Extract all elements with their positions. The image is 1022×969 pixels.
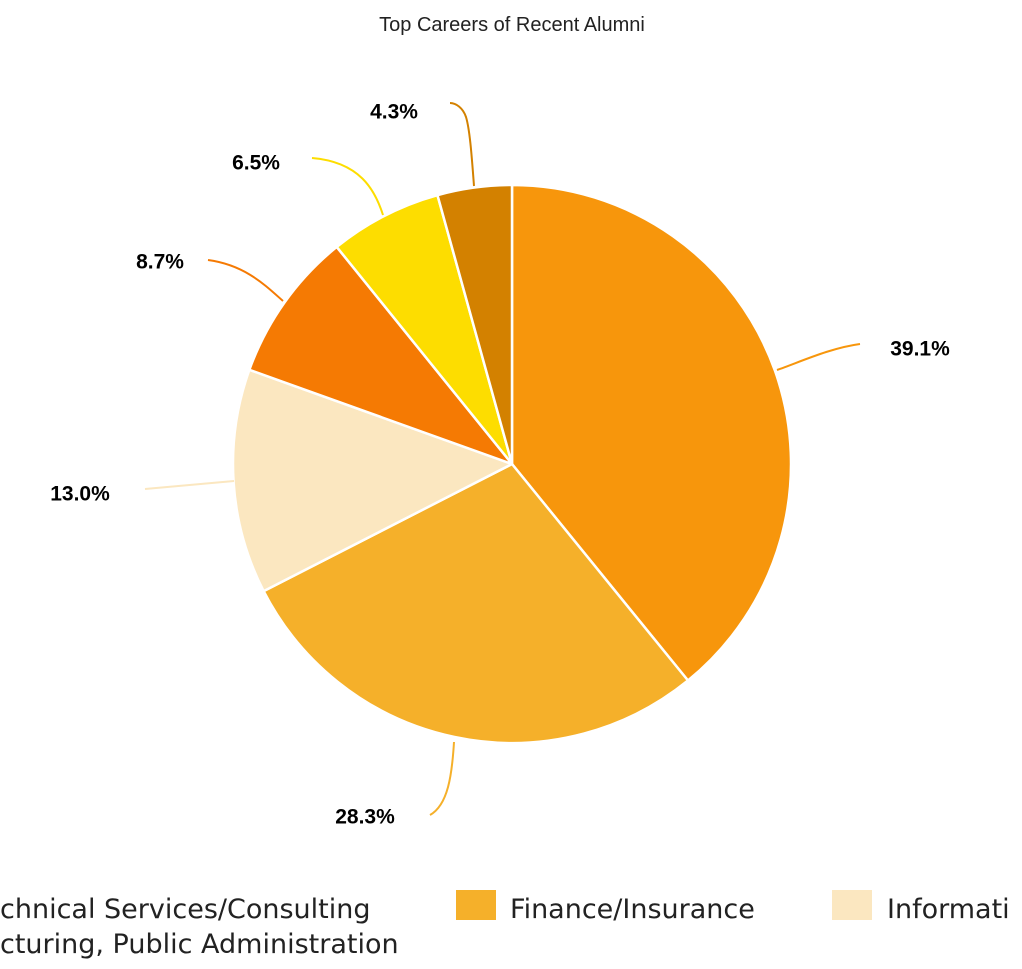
pie-slice-2 [262, 462, 690, 745]
leader-line-2 [429, 741, 455, 816]
legend-swatch-3 [832, 890, 872, 920]
leader-line-6 [449, 102, 475, 187]
legend-item-3: Informati [887, 894, 1010, 925]
slices-layer [231, 183, 793, 745]
data-label-2: 28.3% [335, 806, 395, 829]
leader-line-5 [311, 157, 384, 216]
pie-slice-4 [248, 245, 514, 466]
leader-line-4 [207, 259, 284, 302]
legend-item-2: Finance/Insurance [510, 894, 755, 925]
legend-item-1-line-1: chnical Services/Consulting [0, 894, 371, 925]
legend-swatch-2 [456, 890, 496, 920]
data-labels-layer: 39.1% 28.3% 13.0% 8.7% 6.5% 4.3% [50, 101, 950, 829]
data-label-6: 4.3% [370, 101, 418, 124]
data-label-5: 6.5% [232, 152, 280, 175]
pie-slice-6 [436, 183, 514, 466]
pie-slice-1 [510, 183, 793, 682]
data-label-1: 39.1% [890, 338, 950, 361]
legend-item-1-line-2: cturing, Public Administration [0, 929, 399, 960]
chart-title: Top Careers of Recent Alumni [379, 14, 645, 36]
data-label-3: 13.0% [50, 483, 110, 506]
leader-line-3 [144, 480, 235, 490]
leader-lines-layer [144, 102, 861, 816]
data-label-4: 8.7% [136, 251, 184, 274]
legend: chnical Services/Consulting cturing, Publ… [0, 890, 1010, 960]
pie-slice-5 [335, 193, 514, 466]
leader-line-1 [776, 343, 861, 371]
